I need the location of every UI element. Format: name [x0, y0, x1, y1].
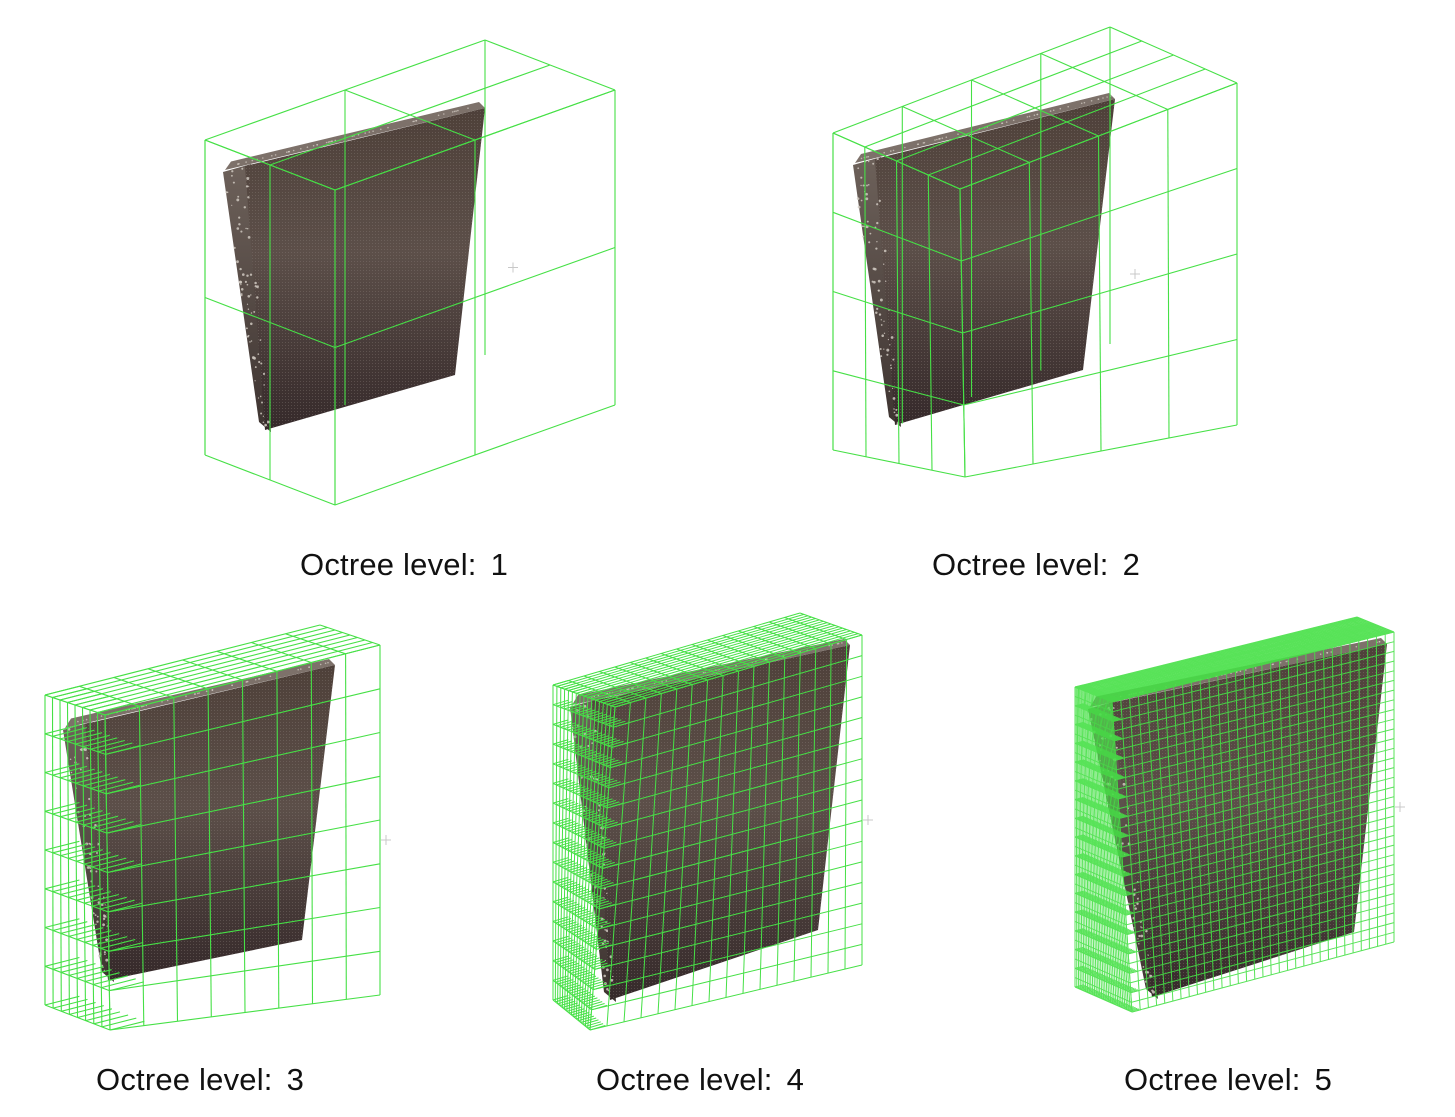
- caption-label: Octree level:: [96, 1062, 273, 1097]
- caption: Octree level: 4: [596, 1062, 804, 1098]
- center-marker: [863, 815, 873, 825]
- octree-visualization: [1074, 616, 1405, 1013]
- center-marker: [1130, 269, 1140, 279]
- octree-visualization: [832, 26, 1238, 478]
- caption-label: Octree level:: [932, 547, 1109, 582]
- octree-grid: [552, 612, 863, 1031]
- center-marker: [1395, 802, 1405, 812]
- octree-visualization: [552, 612, 873, 1031]
- caption: Octree level: 5: [1124, 1062, 1332, 1098]
- point-cloud-plate: [1088, 638, 1387, 999]
- octree-visualization: [44, 624, 391, 1031]
- caption: Octree level: 2: [932, 547, 1140, 583]
- octree-grid: [832, 26, 1238, 478]
- caption: Octree level: 3: [96, 1062, 304, 1098]
- caption-label: Octree level:: [1124, 1062, 1301, 1097]
- caption-value: 3: [286, 1062, 305, 1097]
- octree-grid: [204, 39, 616, 506]
- caption-label: Octree level:: [300, 547, 477, 582]
- caption: Octree level: 1: [300, 547, 508, 583]
- caption-value: 4: [786, 1062, 805, 1097]
- caption-value: 5: [1314, 1062, 1333, 1097]
- center-marker: [381, 835, 391, 845]
- point-cloud-plate: [223, 102, 485, 432]
- panel-octree-level-5: Octree level: 5: [1072, 612, 1405, 1097]
- panel-octree-level-4: Octree level: 4: [550, 610, 873, 1097]
- panel-octree-level-1: Octree level: 1: [195, 30, 625, 582]
- panel-octree-level-3: Octree level: 3: [40, 620, 391, 1097]
- center-marker: [508, 262, 518, 273]
- octree-grid: [1074, 616, 1395, 1013]
- caption-label: Octree level:: [596, 1062, 773, 1097]
- octree-grid: [44, 624, 381, 1031]
- point-cloud-plate: [63, 659, 335, 982]
- octree-visualization: [204, 39, 616, 506]
- panel-octree-level-2: Octree level: 2: [825, 25, 1245, 582]
- caption-value: 2: [1122, 547, 1141, 582]
- caption-value: 1: [490, 547, 509, 582]
